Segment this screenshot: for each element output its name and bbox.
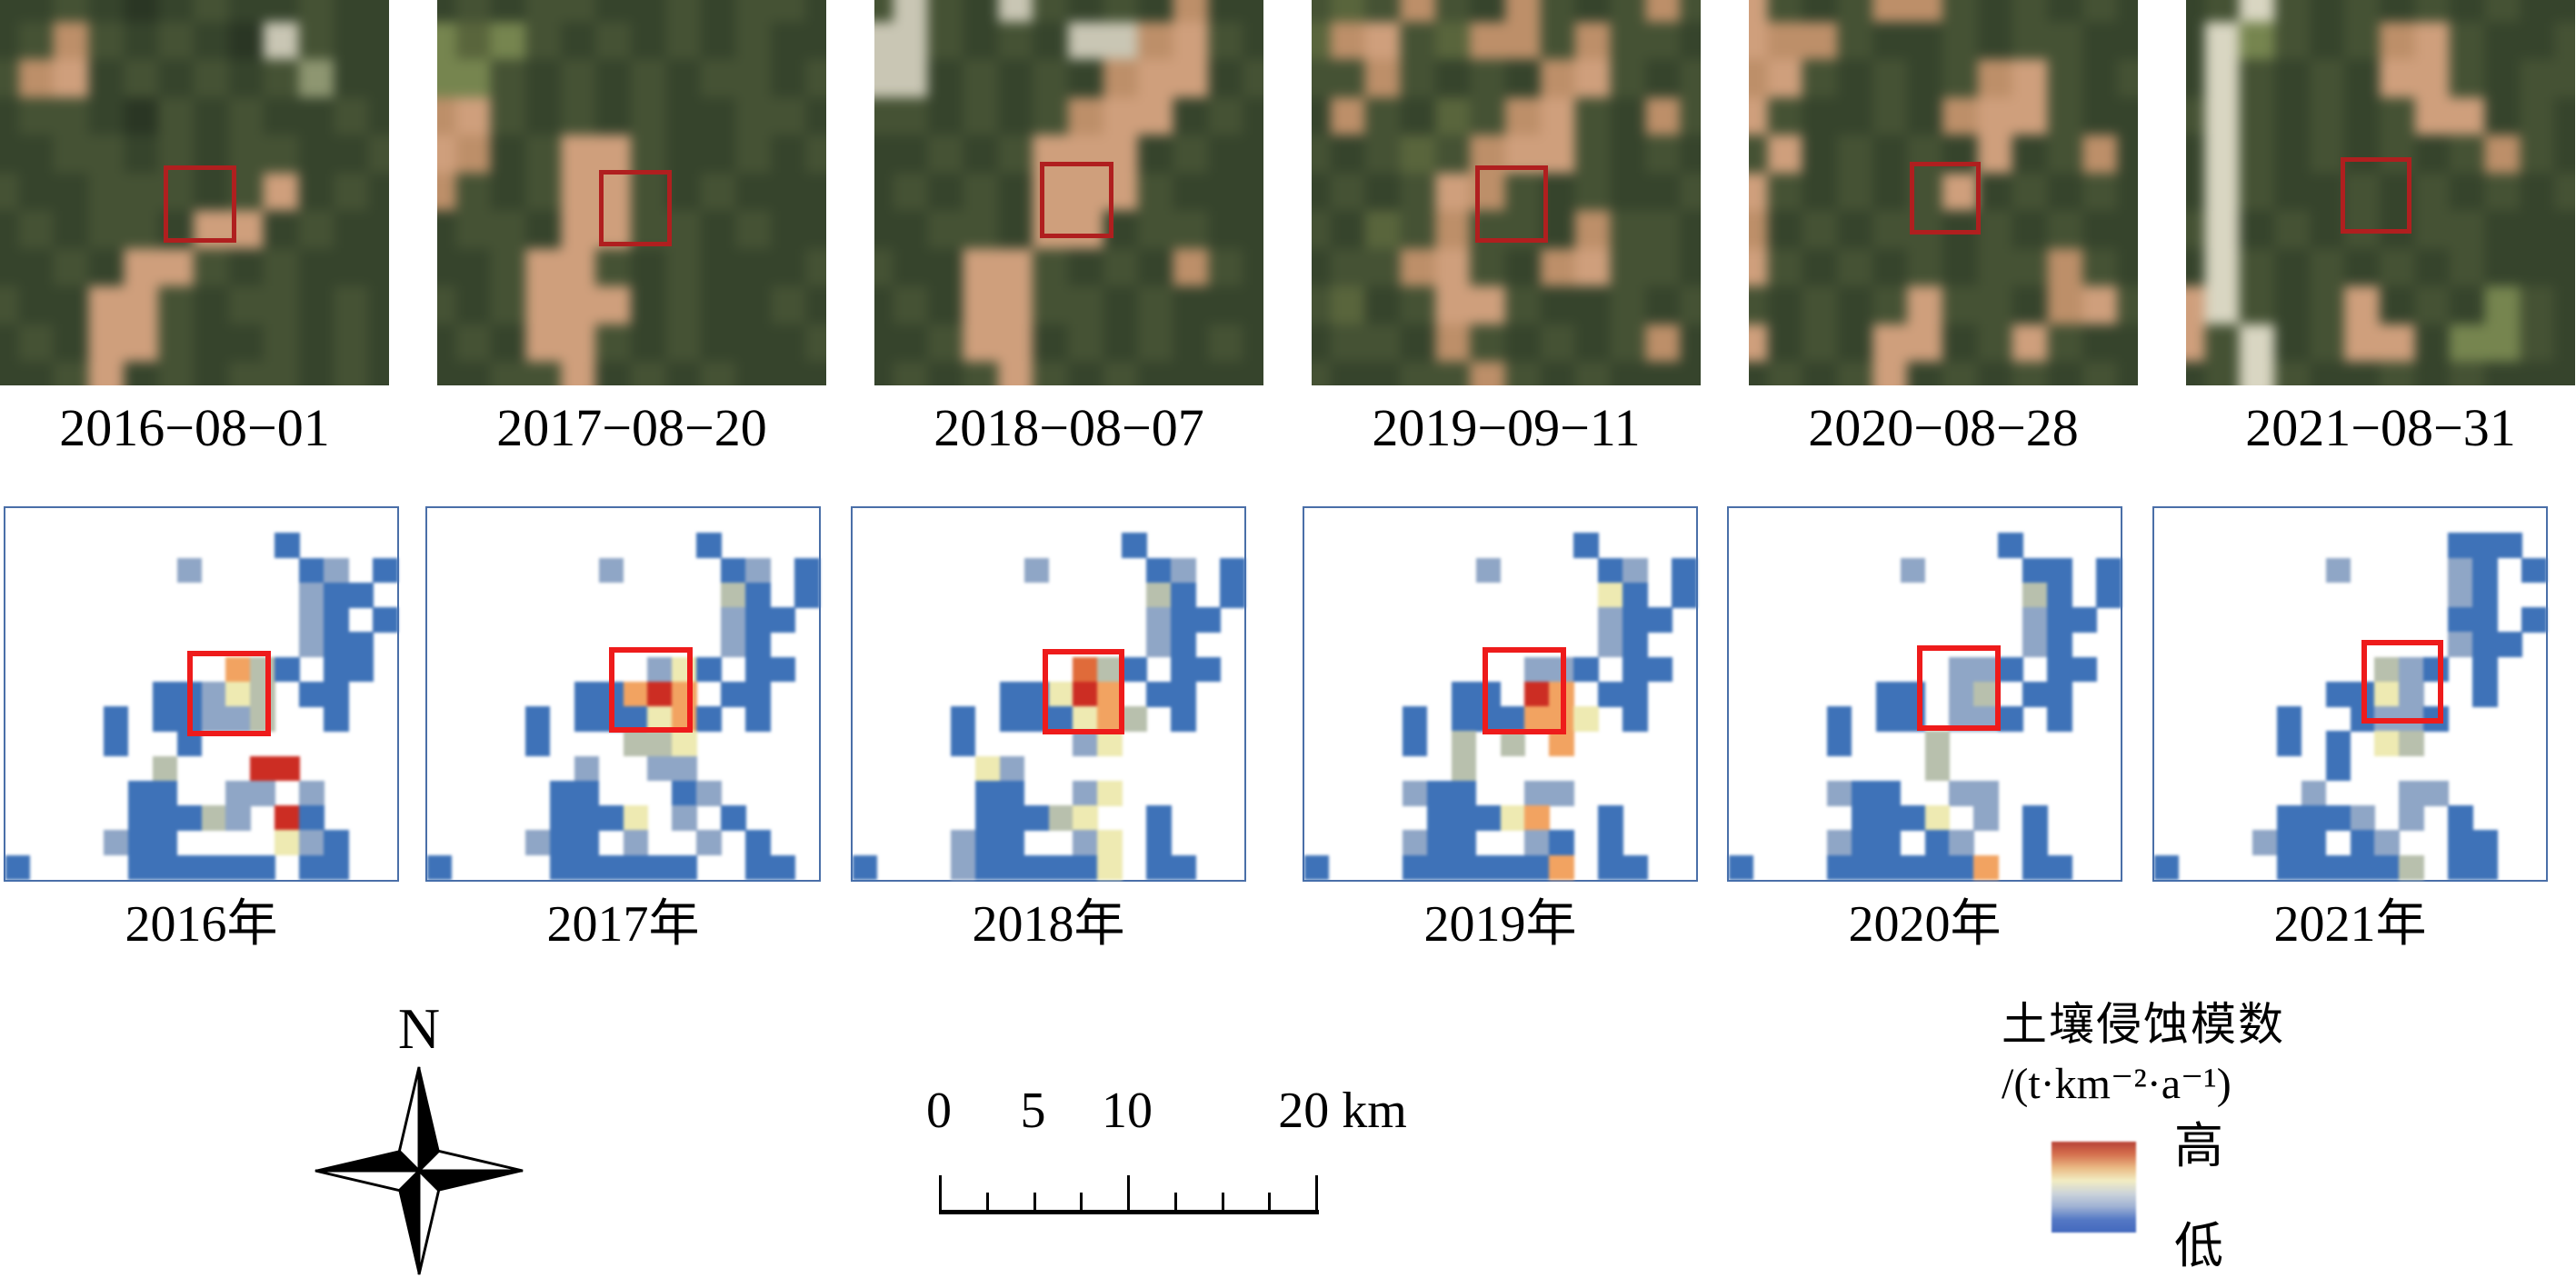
study-area-box bbox=[2340, 156, 2412, 234]
year-label: 2021年 bbox=[2273, 896, 2427, 953]
erosion-raster bbox=[853, 508, 1245, 881]
study-area-box bbox=[163, 165, 237, 243]
study-area-box bbox=[1043, 649, 1124, 735]
study-area-box bbox=[1474, 165, 1549, 243]
date-label: 2016−08−01 bbox=[59, 398, 330, 457]
scale-minor-tick bbox=[1173, 1193, 1177, 1212]
study-area-box bbox=[187, 651, 272, 737]
erosion-map-2019 bbox=[1303, 506, 1698, 882]
scale-minor-tick bbox=[1221, 1193, 1224, 1212]
erosion-raster bbox=[1729, 508, 2122, 881]
satellite-image bbox=[437, 0, 826, 385]
erosion-raster bbox=[5, 508, 398, 881]
satellite-panel-2018 bbox=[874, 0, 1263, 385]
scale-minor-tick bbox=[1080, 1193, 1083, 1212]
date-label: 2018−08−07 bbox=[934, 398, 1204, 457]
legend-low-label: 低 bbox=[2174, 1219, 2223, 1273]
satellite-image bbox=[874, 0, 1263, 385]
erosion-map-2021 bbox=[2152, 506, 2548, 882]
erosion-map-2017 bbox=[425, 506, 821, 882]
scale-major-tick bbox=[1315, 1175, 1318, 1212]
scale-major-tick bbox=[939, 1175, 942, 1212]
satellite-image bbox=[0, 0, 389, 385]
legend-color-ramp bbox=[2052, 1142, 2136, 1233]
scale-minor-tick bbox=[985, 1193, 989, 1212]
scale-bar-baseline bbox=[939, 1210, 1319, 1214]
satellite-panel-2016 bbox=[0, 0, 389, 385]
erosion-map-2016 bbox=[4, 506, 399, 882]
scale-label: 10 bbox=[1102, 1083, 1153, 1139]
scale-bar: 0 5 10 20 km bbox=[894, 1082, 1457, 1227]
satellite-image bbox=[1749, 0, 2138, 385]
legend: 土壤侵蚀模数 /(t·km⁻²·a⁻¹) 高 低 bbox=[1982, 991, 2436, 1278]
year-label: 2019年 bbox=[1423, 896, 1577, 953]
year-label: 2018年 bbox=[972, 896, 1125, 953]
date-label: 2019−09−11 bbox=[1372, 398, 1641, 457]
satellite-image bbox=[1312, 0, 1701, 385]
erosion-raster bbox=[427, 508, 820, 881]
study-area-box bbox=[1039, 162, 1113, 239]
study-area-box bbox=[609, 647, 694, 734]
erosion-raster bbox=[2154, 508, 2547, 881]
scale-major-tick bbox=[1127, 1175, 1130, 1212]
erosion-map-2020 bbox=[1727, 506, 2122, 882]
scale-minor-tick bbox=[1033, 1193, 1036, 1212]
satellite-panel-2017 bbox=[437, 0, 826, 385]
study-area-box bbox=[598, 169, 673, 246]
study-area-box bbox=[1910, 162, 1982, 235]
year-label: 2016年 bbox=[125, 896, 278, 953]
date-label: 2020−08−28 bbox=[1808, 398, 2079, 457]
year-label: 2017年 bbox=[546, 896, 700, 953]
satellite-panel-2019 bbox=[1312, 0, 1701, 385]
satellite-panel-2020 bbox=[1749, 0, 2138, 385]
scale-label: 0 bbox=[926, 1083, 952, 1139]
study-area-box bbox=[1916, 645, 2001, 732]
scale-label: 5 bbox=[1020, 1083, 1046, 1139]
study-area-box bbox=[1483, 647, 1566, 735]
study-area-box bbox=[2361, 640, 2443, 724]
scale-label: 20 km bbox=[1278, 1083, 1407, 1139]
scale-minor-tick bbox=[1268, 1193, 1272, 1212]
date-label: 2021−08−31 bbox=[2245, 398, 2516, 457]
legend-high-label: 高 bbox=[2174, 1119, 2223, 1173]
compass-rose-icon bbox=[315, 1066, 524, 1275]
legend-title: 土壤侵蚀模数 bbox=[2002, 999, 2285, 1050]
satellite-image bbox=[2186, 0, 2575, 385]
year-label: 2020年 bbox=[1848, 896, 2002, 953]
legend-units: /(t·km⁻²·a⁻¹) bbox=[2002, 1060, 2232, 1108]
north-arrow: N bbox=[310, 998, 528, 1278]
date-label: 2017−08−20 bbox=[496, 398, 767, 457]
north-label: N bbox=[397, 996, 441, 1061]
satellite-panel-2021 bbox=[2186, 0, 2575, 385]
erosion-raster bbox=[1304, 508, 1697, 881]
erosion-map-2018 bbox=[851, 506, 1246, 882]
